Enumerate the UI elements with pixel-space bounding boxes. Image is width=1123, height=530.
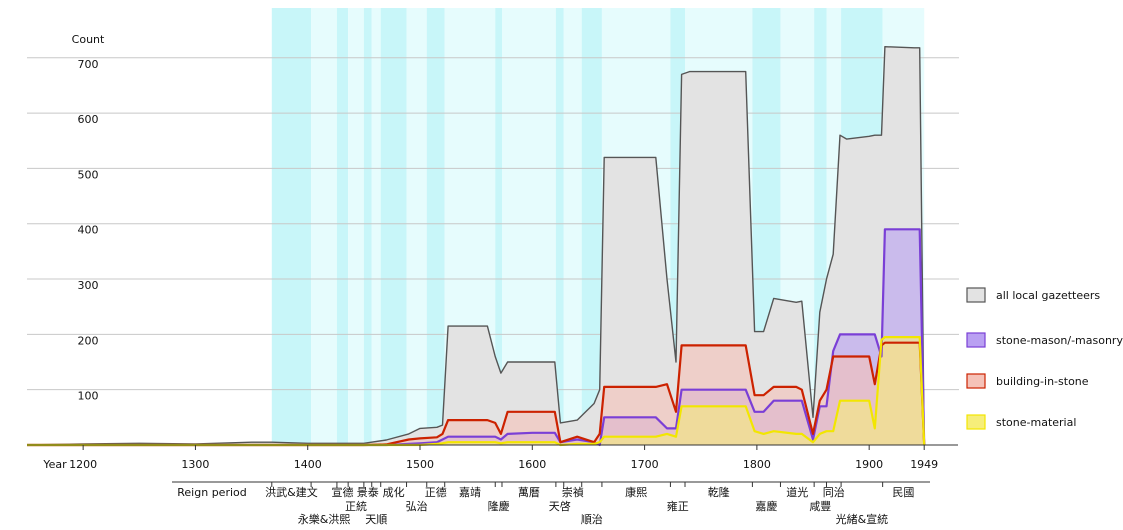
reign-band <box>426 8 445 445</box>
reign-label: 成化 <box>383 485 405 499</box>
reign-label: 順治 <box>581 512 603 526</box>
reign-band <box>380 8 407 445</box>
reign-label: 萬曆 <box>518 486 540 499</box>
legend-label: stone-material <box>996 416 1076 429</box>
legend-swatch <box>966 414 986 430</box>
x-tick-label: 1400 <box>294 458 322 471</box>
x-tick-label: 1300 <box>181 458 209 471</box>
reign-label: 嘉靖 <box>459 485 481 499</box>
y-tick-label: 700 <box>78 58 99 71</box>
x-tick-label: 1600 <box>518 458 546 471</box>
reign-label: 宣德 <box>332 485 354 499</box>
reign-band <box>495 8 502 445</box>
reign-band <box>311 8 337 445</box>
reign-label: 民國 <box>892 486 914 499</box>
x-tick-label: 1900 <box>855 458 883 471</box>
reign-label: 天啓 <box>549 499 571 513</box>
reign-label: 洪武&建文 <box>265 485 318 499</box>
x-axis-label: Year <box>42 458 67 471</box>
reign-label: 弘治 <box>406 499 428 513</box>
reign-label: 正德 <box>425 485 447 499</box>
x-tick-label: 1700 <box>631 458 659 471</box>
reign-label: 崇禎 <box>562 486 584 499</box>
series-line <box>26 46 925 446</box>
y-axis-label: Count <box>72 33 105 46</box>
reign-band <box>555 8 564 445</box>
reign-label: 永樂&洪熙 <box>298 512 351 526</box>
reign-label: 道光 <box>786 485 808 499</box>
reign-label: 隆慶 <box>488 499 510 513</box>
y-tick-label: 600 <box>78 113 99 126</box>
reign-label: 康熙 <box>625 485 647 499</box>
series-area <box>27 337 925 445</box>
y-tick-label: 200 <box>78 334 99 347</box>
reign-band <box>363 8 372 445</box>
reign-band <box>371 8 381 445</box>
reign-label: 景泰 <box>357 485 379 499</box>
x-tick-label: 1500 <box>406 458 434 471</box>
reign-label: 同治 <box>823 485 845 499</box>
y-tick-label: 300 <box>78 279 99 292</box>
legend-swatch <box>966 373 986 389</box>
reign-band <box>581 8 602 445</box>
x-tick-label: 1800 <box>743 458 771 471</box>
reign-label: 雍正 <box>667 499 689 513</box>
reign-band <box>271 8 312 445</box>
reign-band <box>336 8 349 445</box>
reign-label: 嘉慶 <box>755 499 777 513</box>
y-tick-label: 500 <box>78 168 99 181</box>
x-tick-label: 1949 <box>910 458 938 471</box>
legend-label: building-in-stone <box>996 375 1089 388</box>
reign-axis-label: Reign period <box>177 486 246 499</box>
legend-label: all local gazetteers <box>996 289 1100 302</box>
x-tick-label: 1200 <box>69 458 97 471</box>
legend-label: stone-mason/-masonry <box>996 334 1123 347</box>
reign-label: 咸豐 <box>809 500 831 513</box>
reign-label: 天順 <box>365 513 387 526</box>
legend-swatch <box>966 332 986 348</box>
reign-label: 光緒&宣統 <box>836 512 889 526</box>
reign-label: 乾隆 <box>708 485 730 499</box>
reign-band <box>406 8 427 445</box>
y-tick-label: 400 <box>78 224 99 237</box>
y-tick-label: 100 <box>78 390 99 403</box>
reign-band <box>348 8 364 445</box>
reign-band <box>563 8 582 445</box>
reign-label: 正統 <box>345 499 367 513</box>
legend-swatch <box>966 287 986 303</box>
